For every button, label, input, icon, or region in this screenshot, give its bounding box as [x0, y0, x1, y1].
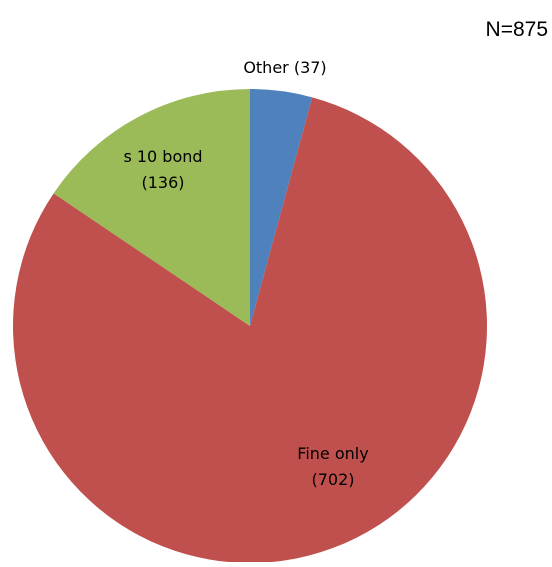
slice-label-1: Fine only (702) [297, 444, 368, 489]
slice-label-line: (702) [311, 470, 354, 489]
slice-label-0: Other (37) [243, 58, 326, 77]
slice-label-line: s 10 bond [123, 147, 202, 166]
slice-label-2: s 10 bond (136) [123, 147, 202, 192]
sample-size-annotation: N=875 [485, 18, 548, 41]
pie-slice-2 [53, 89, 250, 326]
pie-slice-1 [12, 97, 487, 564]
slice-label-line: Fine only [297, 444, 368, 463]
pie-slice-0 [250, 89, 313, 326]
slice-label-line: Other (37) [243, 58, 326, 77]
slice-label-line: (136) [141, 173, 184, 192]
